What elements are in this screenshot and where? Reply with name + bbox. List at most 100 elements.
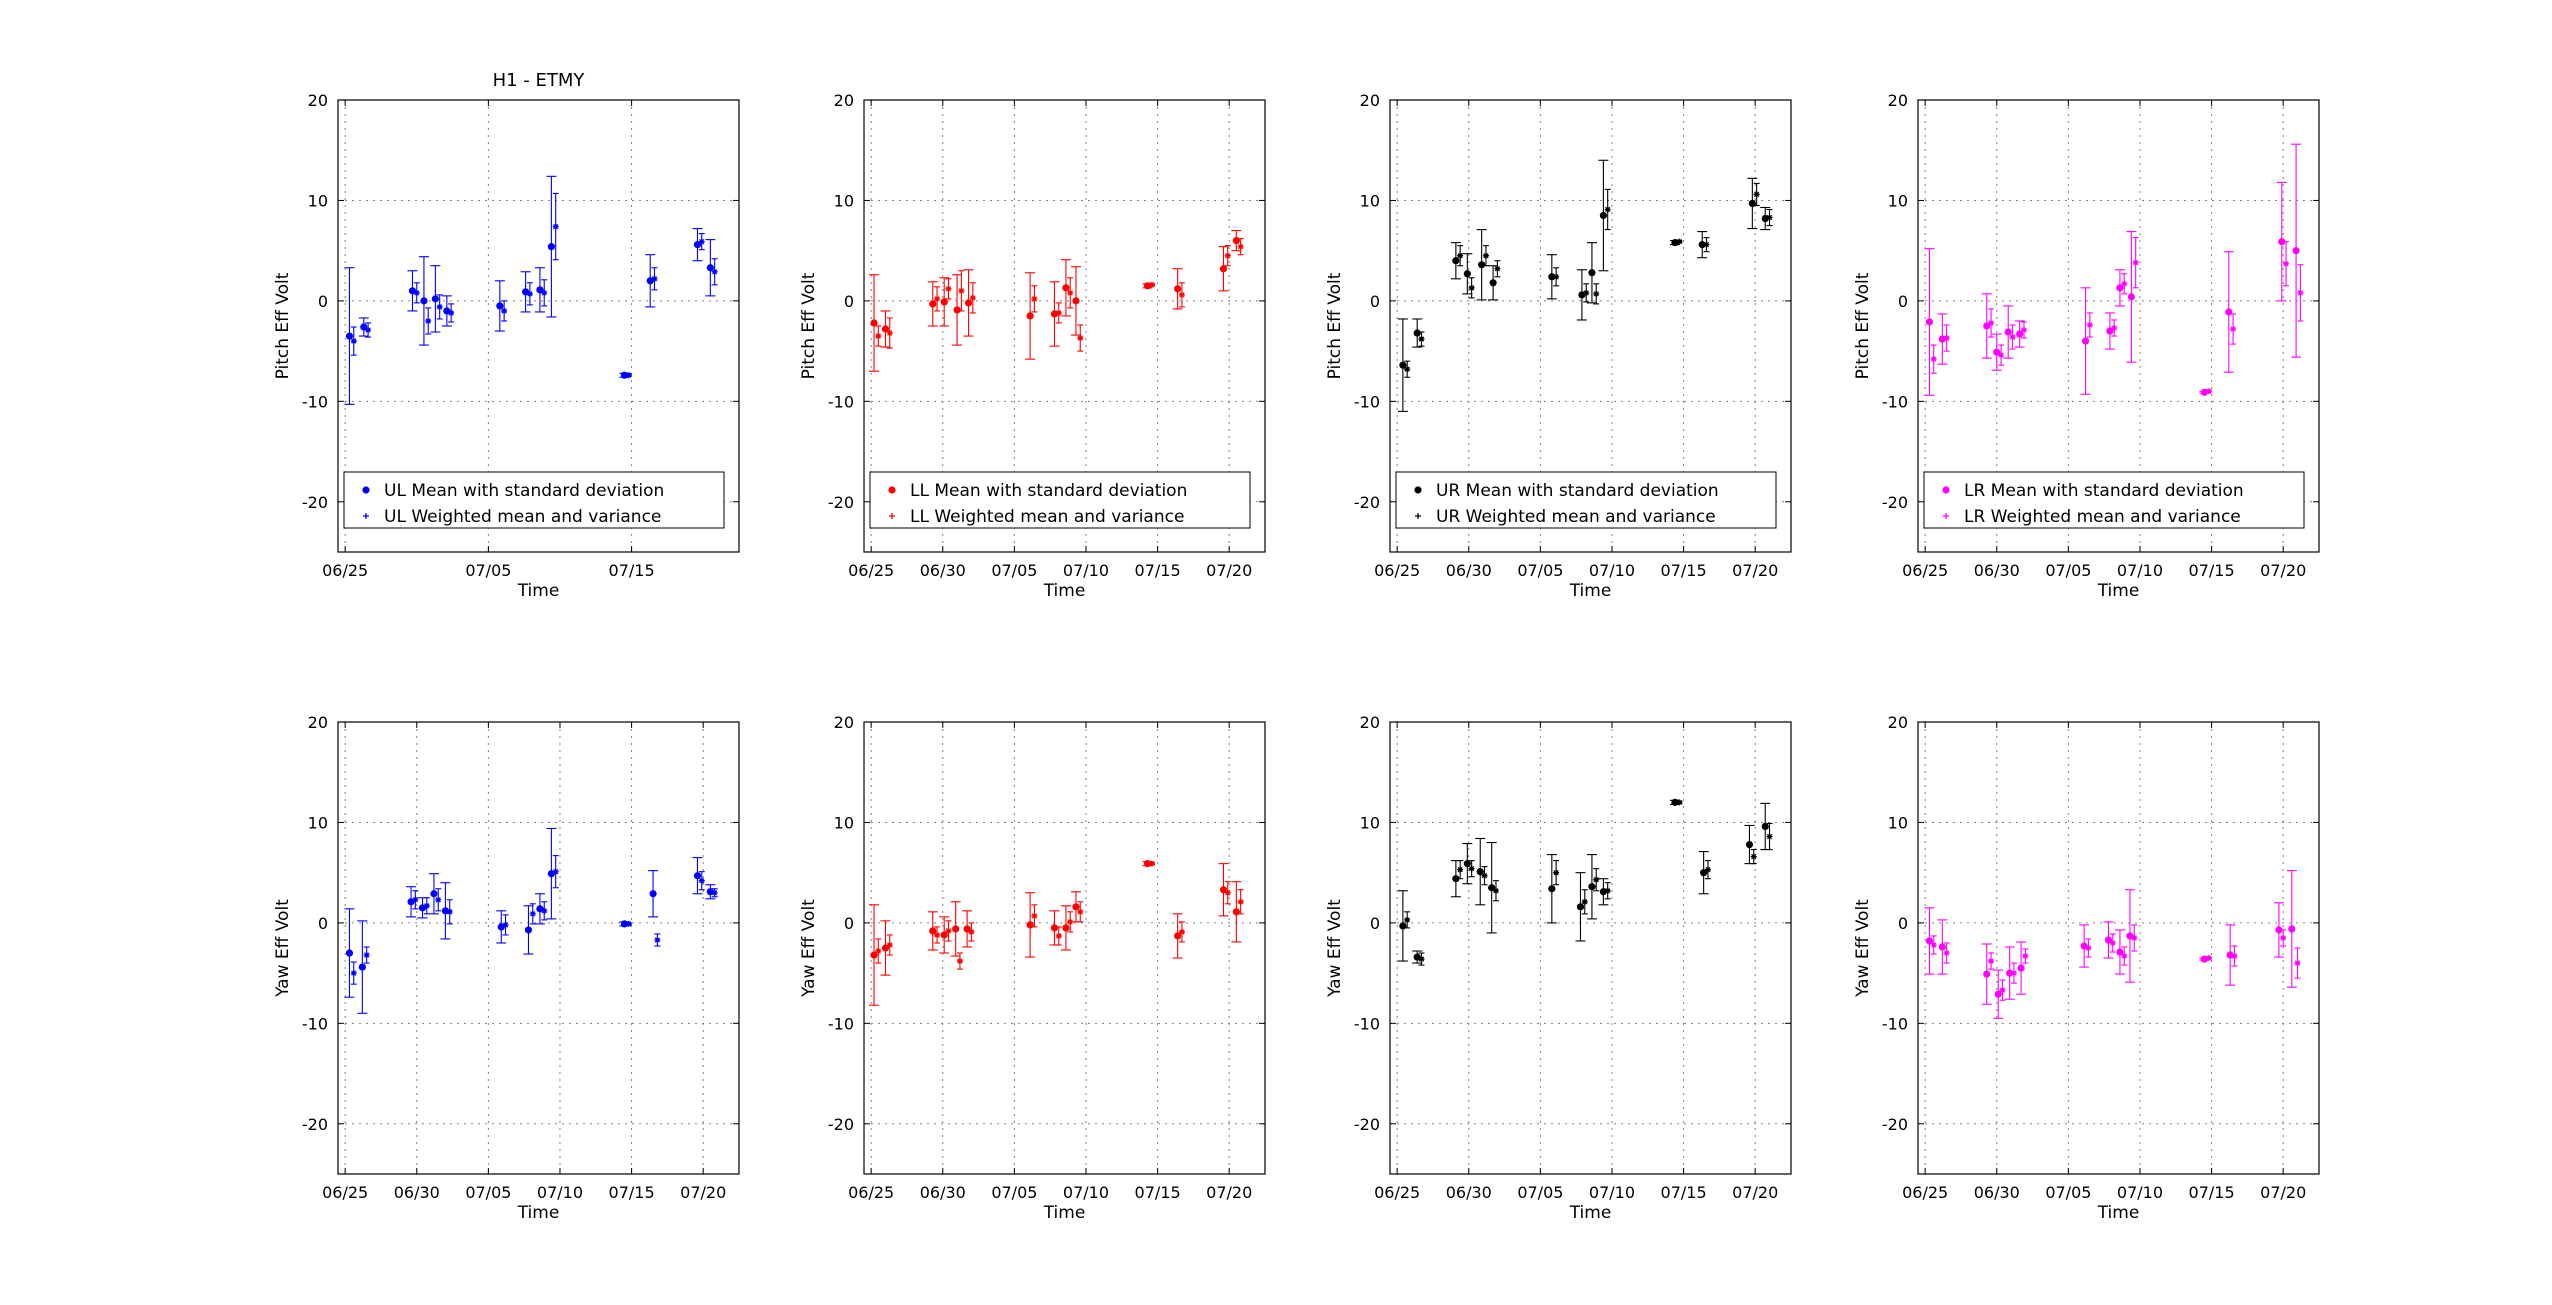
x-tick-label: 07/20 (1206, 1183, 1252, 1202)
data-point (1604, 206, 1611, 213)
data-point (1983, 970, 1991, 978)
data-point (1938, 335, 1946, 343)
data-point (1581, 898, 1588, 905)
data-point (541, 907, 548, 914)
data-point (1050, 924, 1059, 932)
data-point (529, 910, 536, 917)
y-tick-label: 10 (308, 191, 328, 210)
y-tick-label: 0 (1898, 914, 1908, 933)
data-point (2017, 964, 2025, 972)
data-point (1031, 912, 1038, 919)
y-tick-label: 20 (308, 91, 328, 110)
data-point (2132, 259, 2139, 266)
chart-panel-yaw-ll: -20 -10 0 10 20 06/25 06/30 07/05 07/10 07/15 07/2… (799, 713, 1266, 1223)
y-tick-label: -10 (1354, 392, 1380, 411)
legend-label: LR Weighted mean and variance (1964, 507, 2241, 527)
legend-box (343, 471, 725, 529)
data-point (953, 306, 961, 314)
data-point (711, 268, 718, 275)
chart-panel-yaw-ur: -20 -10 0 10 20 06/25 06/30 07/05 07/10 07/15 07/2… (1325, 713, 1792, 1223)
data-point (1750, 853, 1757, 860)
data-point (1599, 211, 1607, 220)
data-point (1062, 924, 1070, 932)
data-point (2226, 951, 2234, 959)
axes-frame (337, 99, 740, 553)
data-point (1072, 903, 1080, 911)
y-tick-label: 20 (1888, 713, 1908, 732)
data-point (1703, 241, 1710, 248)
data-point (435, 896, 442, 903)
data-point (2288, 925, 2296, 933)
series-mean-std (869, 860, 1242, 1006)
data-point (552, 868, 559, 875)
data-point (952, 925, 960, 933)
data-point (496, 302, 504, 310)
x-tick-label: 07/05 (991, 1183, 1037, 1202)
x-tick-label: 07/10 (1063, 1183, 1109, 1202)
axes-frame (337, 721, 740, 1175)
data-point (2278, 238, 2286, 246)
legend: LL Mean with standard deviation LL Weight… (869, 471, 1251, 529)
axes-frame (863, 99, 1266, 553)
y-tick-label: 0 (318, 914, 328, 933)
x-tick-label: 07/15 (1135, 561, 1181, 580)
data-point (2231, 953, 2238, 960)
legend-marker (889, 513, 895, 519)
axes-frame (863, 721, 1266, 1175)
y-tick-label: -10 (1354, 1014, 1380, 1033)
data-point (2109, 939, 2116, 946)
legend-label: UR Mean with standard deviation (1436, 481, 1719, 501)
data-point (350, 970, 357, 977)
data-point (1457, 252, 1464, 259)
y-tick-label: -10 (828, 392, 854, 411)
axes-frame (1389, 721, 1792, 1175)
x-tick-label: 06/30 (1974, 1183, 2020, 1202)
legend-box (869, 471, 1251, 529)
data-point (1463, 860, 1471, 868)
data-point (2106, 327, 2114, 335)
data-point (2086, 321, 2093, 328)
legend-label: UR Weighted mean and variance (1436, 507, 1716, 527)
legend: LR Mean with standard deviation LR Weight… (1923, 471, 2305, 529)
data-point (886, 941, 893, 948)
data-point (2104, 936, 2113, 944)
data-point (1468, 284, 1475, 291)
data-point (441, 907, 450, 915)
data-point (1178, 291, 1185, 298)
data-point (2116, 948, 2124, 956)
data-point (2004, 328, 2012, 336)
data-point (1468, 865, 1475, 872)
data-point (1476, 868, 1484, 876)
data-point (1766, 833, 1773, 840)
series-weighted-mean (1930, 924, 2301, 1001)
y-tick-label: -20 (1354, 493, 1380, 512)
data-point (956, 958, 963, 965)
y-tick-label: 20 (1888, 91, 1908, 110)
x-tick-label: 07/20 (680, 1183, 726, 1202)
data-point (1676, 799, 1683, 806)
data-point (870, 319, 878, 327)
y-axis-label: Yaw Eff Volt (1853, 899, 1873, 998)
data-point (1463, 270, 1471, 278)
data-point (1489, 279, 1497, 287)
data-point (524, 926, 533, 934)
x-tick-label: 07/05 (2045, 1183, 2091, 1202)
legend-marker (888, 486, 896, 494)
y-tick-label: 20 (308, 713, 328, 732)
data-point (969, 294, 976, 301)
data-point (1148, 860, 1155, 867)
data-point (693, 872, 702, 880)
data-point (945, 285, 952, 292)
data-point (1452, 875, 1460, 883)
series-weighted-mean (350, 192, 718, 379)
data-point (1062, 284, 1070, 292)
x-tick-label: 06/25 (848, 1183, 894, 1202)
x-axis-label: Time (2097, 1203, 2140, 1223)
y-tick-label: 20 (834, 91, 854, 110)
data-point (2283, 260, 2290, 267)
data-point (430, 890, 438, 898)
x-tick-label: 07/15 (1661, 561, 1707, 580)
data-point (1925, 937, 1934, 945)
data-point (651, 275, 658, 282)
y-tick-label: 0 (1370, 292, 1380, 311)
